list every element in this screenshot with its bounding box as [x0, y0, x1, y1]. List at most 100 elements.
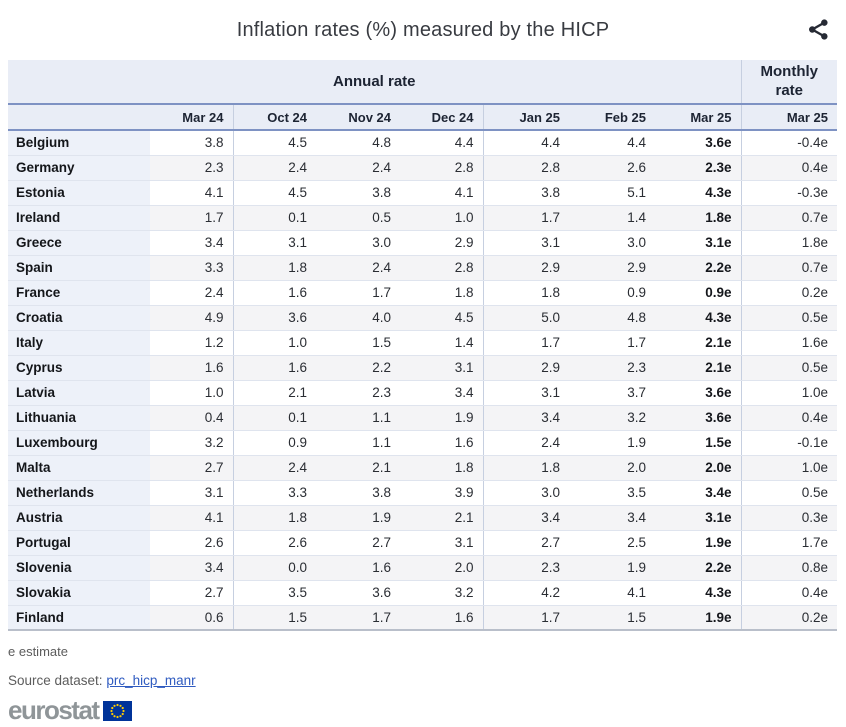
cell-annual-rate: 2.8 [400, 255, 483, 281]
cell-annual-rate: 2.8 [400, 155, 483, 181]
table-row: Cyprus 1.6 1.6 2.2 3.1 2.9 2.3 2.1e 0.5e [8, 355, 838, 381]
cell-annual-rate: 2.4 [316, 155, 400, 181]
eurostat-logo-text: eurostat [8, 695, 100, 725]
row-header-country: Malta [8, 455, 150, 481]
cell-annual-rate: 4.1 [400, 180, 483, 206]
cell-monthly-rate: -0.3e [740, 180, 838, 206]
cell-annual-rate: 2.4 [232, 455, 316, 481]
table-row: Lithuania 0.4 0.1 1.1 1.9 3.4 3.2 3.6e 0.4e [8, 405, 838, 431]
cell-annual-rate: 2.4 [316, 255, 400, 281]
cell-annual-rate: 3.5 [232, 580, 316, 606]
cell-annual-rate: 4.8 [316, 130, 400, 156]
cell-annual-rate: 2.6 [150, 530, 233, 556]
cell-annual-rate: 1.5 [232, 605, 316, 630]
cell-annual-rate: 1.9 [316, 505, 400, 531]
cell-annual-rate: 3.2 [569, 405, 655, 431]
group-header-annual-rate: Annual rate [8, 60, 742, 104]
cell-annual-rate: 3.5 [569, 480, 655, 506]
group-header-monthly-rate: Monthly rate [740, 60, 838, 104]
cell-annual-rate: 3.0 [569, 230, 655, 256]
row-header-country: France [8, 280, 150, 306]
cell-annual-rate: 2.6 [569, 155, 655, 181]
table-row: Finland 0.6 1.5 1.7 1.6 1.7 1.5 1.9e 0.2e [8, 605, 838, 630]
cell-annual-rate: 2.7 [316, 530, 400, 556]
cell-annual-rate: 4.8 [569, 305, 655, 331]
column-header-mar24: Mar 24 [150, 103, 233, 131]
cell-annual-rate: 2.1 [400, 505, 483, 531]
row-header-country: Germany [8, 155, 150, 181]
cell-annual-rate: 4.3e [655, 580, 742, 606]
cell-annual-rate: 3.1 [400, 355, 483, 381]
cell-monthly-rate: -0.1e [740, 430, 838, 456]
cell-annual-rate: 2.1e [655, 355, 742, 381]
cell-annual-rate: 3.1e [655, 505, 742, 531]
table-row: Luxembourg 3.2 0.9 1.1 1.6 2.4 1.9 1.5e -0.1e [8, 430, 838, 456]
cell-annual-rate: 3.3 [232, 480, 316, 506]
cell-annual-rate: 3.1 [400, 530, 483, 556]
cell-monthly-rate: 1.8e [740, 230, 838, 256]
row-header-country: Slovakia [8, 580, 150, 606]
cell-annual-rate: 3.9 [400, 480, 483, 506]
cell-annual-rate: 1.8 [232, 505, 316, 531]
table-row: Malta 2.7 2.4 2.1 1.8 1.8 2.0 2.0e 1.0e [8, 455, 838, 481]
cell-annual-rate: 2.4 [232, 155, 316, 181]
cell-annual-rate: 1.8 [482, 280, 569, 306]
column-header-mar25-monthly: Mar 25 [740, 103, 838, 131]
cell-annual-rate: 3.8 [316, 480, 400, 506]
cell-monthly-rate: 0.8e [740, 555, 838, 581]
cell-annual-rate: 3.8 [150, 130, 233, 156]
cell-annual-rate: 2.2e [655, 255, 742, 281]
table-body: Belgium 3.8 4.5 4.8 4.4 4.4 4.4 3.6e -0.4e German… [8, 130, 838, 630]
cell-annual-rate: 1.9 [569, 430, 655, 456]
cell-annual-rate: 3.8 [316, 180, 400, 206]
cell-annual-rate: 2.3 [569, 355, 655, 381]
cell-annual-rate: 2.0e [655, 455, 742, 481]
column-header-jan25: Jan 25 [482, 103, 569, 131]
cell-annual-rate: 3.4 [569, 505, 655, 531]
cell-annual-rate: 1.2 [150, 330, 233, 356]
cell-annual-rate: 4.4 [569, 130, 655, 156]
cell-annual-rate: 1.6 [316, 555, 400, 581]
share-button[interactable] [804, 15, 832, 43]
cell-monthly-rate: -0.4e [740, 130, 838, 156]
cell-annual-rate: 1.0 [232, 330, 316, 356]
cell-annual-rate: 2.3e [655, 155, 742, 181]
table-row: Slovakia 2.7 3.5 3.6 3.2 4.2 4.1 4.3e 0.4e [8, 580, 838, 606]
cell-annual-rate: 1.6 [232, 355, 316, 381]
table-row: Germany 2.3 2.4 2.4 2.8 2.8 2.6 2.3e 0.4e [8, 155, 838, 181]
cell-annual-rate: 3.2 [150, 430, 233, 456]
cell-annual-rate: 4.4 [400, 130, 483, 156]
cell-annual-rate: 2.1 [232, 380, 316, 406]
cell-annual-rate: 2.9 [400, 230, 483, 256]
cell-monthly-rate: 0.5e [740, 355, 838, 381]
cell-monthly-rate: 0.4e [740, 580, 838, 606]
source-dataset-link[interactable]: prc_hicp_manr [106, 673, 196, 688]
row-header-country: Slovenia [8, 555, 150, 581]
cell-annual-rate: 2.5 [569, 530, 655, 556]
cell-annual-rate: 4.3e [655, 305, 742, 331]
cell-monthly-rate: 0.4e [740, 155, 838, 181]
cell-annual-rate: 1.8e [655, 205, 742, 231]
cell-annual-rate: 0.1 [232, 405, 316, 431]
cell-annual-rate: 4.4 [482, 130, 569, 156]
cell-annual-rate: 0.4 [150, 405, 233, 431]
cell-annual-rate: 1.8 [482, 455, 569, 481]
cell-annual-rate: 3.1 [150, 480, 233, 506]
cell-monthly-rate: 0.5e [740, 480, 838, 506]
table-row: Spain 3.3 1.8 2.4 2.8 2.9 2.9 2.2e 0.7e [8, 255, 838, 281]
cell-annual-rate: 3.4 [482, 505, 569, 531]
cell-annual-rate: 2.2 [316, 355, 400, 381]
cell-annual-rate: 3.4 [150, 230, 233, 256]
cell-annual-rate: 2.0 [569, 455, 655, 481]
cell-monthly-rate: 0.2e [740, 280, 838, 306]
column-header-dec24: Dec 24 [400, 103, 483, 131]
cell-annual-rate: 3.4 [150, 555, 233, 581]
cell-annual-rate: 5.1 [569, 180, 655, 206]
cell-annual-rate: 4.5 [400, 305, 483, 331]
eurostat-logo[interactable]: eurostat [8, 695, 178, 725]
cell-annual-rate: 3.1 [482, 230, 569, 256]
cell-annual-rate: 2.1e [655, 330, 742, 356]
cell-annual-rate: 1.0 [150, 380, 233, 406]
cell-monthly-rate: 0.2e [740, 605, 838, 630]
